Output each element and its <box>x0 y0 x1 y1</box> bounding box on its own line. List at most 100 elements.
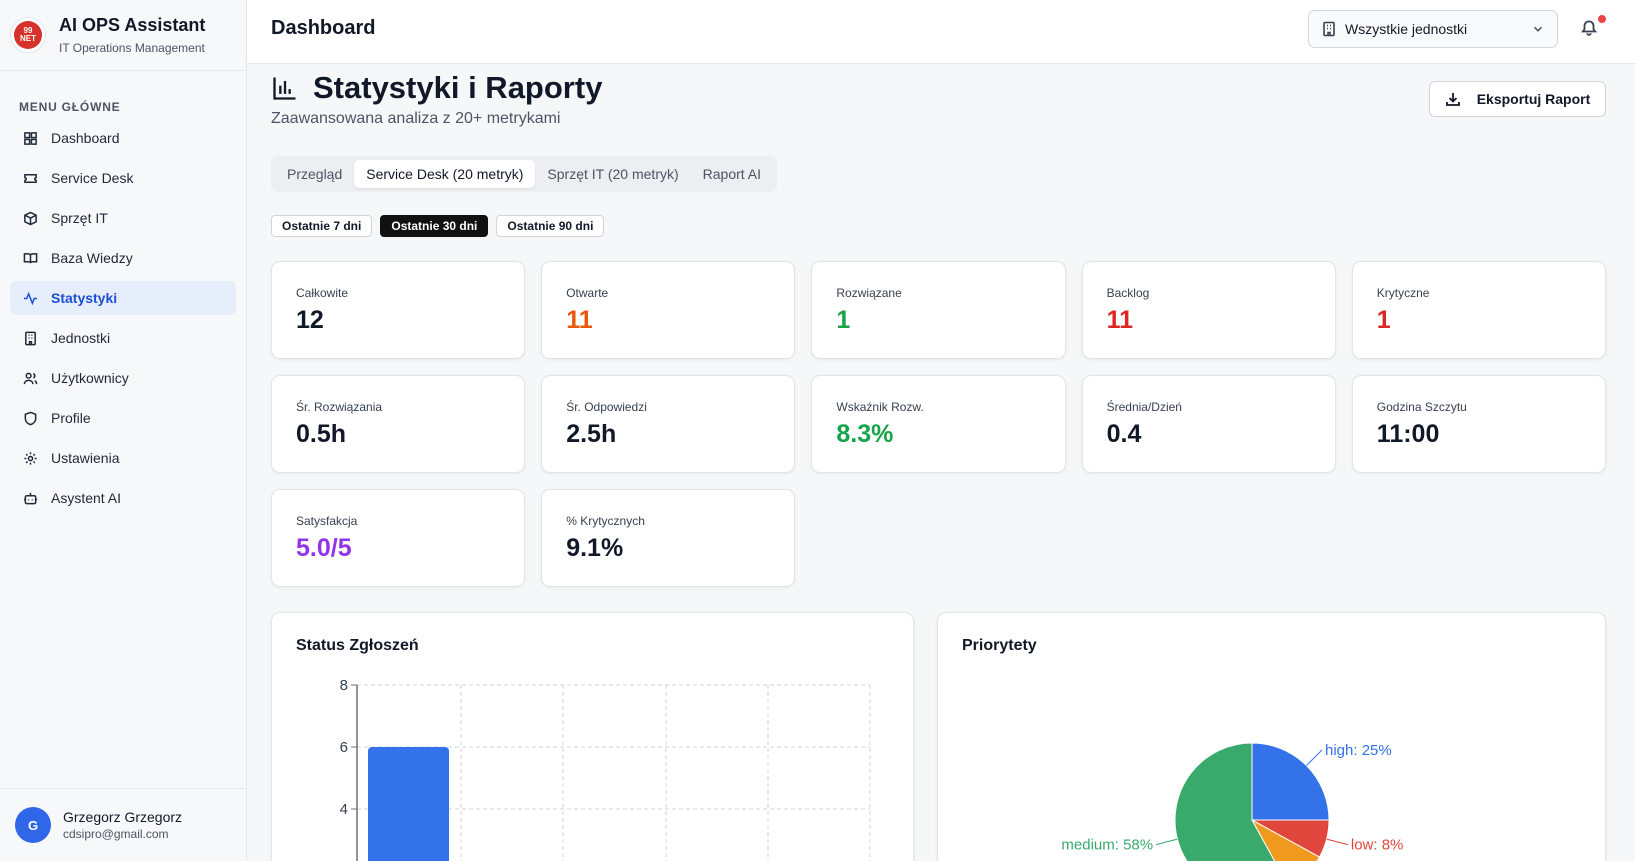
metric-value: 9.1% <box>566 534 624 562</box>
unit-select-value: Wszystkie jednostki <box>1345 21 1468 37</box>
unit-select[interactable]: Wszystkie jednostki <box>1308 10 1558 48</box>
sidebar-item-statystyki[interactable]: Statystyki <box>10 281 236 315</box>
metric-value: 2.5h <box>566 420 617 448</box>
range-90-days[interactable]: Ostatnie 90 dni <box>496 215 605 237</box>
ticket-icon <box>24 173 37 183</box>
sidebar: 99 NET AI OPS Assistant IT Operations Man… <box>0 0 247 861</box>
status-chart-panel: Status Zgłoszeń 8 6 4 <box>271 612 914 861</box>
metric-value: 5.0/5 <box>296 534 352 562</box>
sidebar-item-uzytkownicy[interactable]: Użytkownicy <box>10 361 236 395</box>
sidebar-item-label: Service Desk <box>51 170 134 186</box>
gear-icon <box>24 451 37 465</box>
metric-card: Średnia/Dzień 0.4 <box>1081 375 1336 473</box>
metric-card: Godzina Szczytu 11:00 <box>1351 375 1606 473</box>
metric-card: Całkowite 12 <box>271 261 526 359</box>
sidebar-item-ustawienia[interactable]: Ustawienia <box>10 441 236 475</box>
metric-card: Śr. Odpowiedzi 2.5h <box>541 375 796 473</box>
box-icon <box>24 211 37 225</box>
notifications-button[interactable] <box>1580 15 1606 38</box>
metrics-grid: Całkowite 12 Otwarte 11 Rozwiązane 1 Backlo… <box>271 261 1606 587</box>
metric-label: Średnia/Dzień <box>1106 400 1182 414</box>
tab-raport-ai[interactable]: Raport AI <box>702 166 762 182</box>
metric-label: Wskaźnik Rozw. <box>836 400 924 414</box>
sidebar-item-service-desk[interactable]: Service Desk <box>10 161 236 195</box>
export-report-label: Eksportuj Raport <box>1476 91 1591 107</box>
book-icon <box>23 252 38 263</box>
pie-slice[interactable] <box>1174 742 1289 861</box>
metric-card: % Krytycznych 9.1% <box>541 489 796 587</box>
brand: 99 NET AI OPS Assistant IT Operations Man… <box>0 0 246 71</box>
tab-service-desk[interactable]: Service Desk (20 metryk) <box>354 160 536 188</box>
sidebar-item-label: Dashboard <box>51 130 120 146</box>
metric-value: 11 <box>1106 306 1134 334</box>
brand-subtitle: IT Operations Management <box>59 41 205 55</box>
logo-mark: 99 NET <box>14 21 42 49</box>
sidebar-item-label: Sprzęt IT <box>51 210 108 226</box>
metric-card: Otwarte 11 <box>541 261 796 359</box>
pie-label: low: 8% <box>1351 837 1404 854</box>
main-content: Statystyki i Raporty Zaawansowana analiz… <box>247 64 1621 861</box>
logo[interactable]: 99 NET <box>10 17 46 53</box>
range-7-days[interactable]: Ostatnie 7 dni <box>271 215 373 237</box>
stats-tabs: Przegląd Service Desk (20 metryk) Sprzęt… <box>271 156 778 192</box>
sidebar-item-jednostki[interactable]: Jednostki <box>10 321 236 355</box>
download-icon <box>1445 93 1460 106</box>
metric-value: 1 <box>1376 306 1391 334</box>
metric-card: Backlog 11 <box>1081 261 1336 359</box>
pie-slice[interactable] <box>1251 742 1330 821</box>
export-report-button[interactable]: Eksportuj Raport <box>1429 81 1606 117</box>
sidebar-item-label: Asystent AI <box>51 490 122 506</box>
metric-label: Otwarte <box>566 286 609 300</box>
user-profile[interactable]: G Grzegorz Grzegorz cdsipro@gmail.com <box>0 788 246 861</box>
pie-label-leader <box>1326 838 1349 846</box>
grid-icon <box>24 131 37 145</box>
tab-przeglad[interactable]: Przegląd <box>287 166 343 182</box>
menu-heading: MENU GŁÓWNE <box>19 100 121 114</box>
sidebar-item-baza-wiedzy[interactable]: Baza Wiedzy <box>10 241 236 275</box>
metric-value: 12 <box>296 306 324 334</box>
priority-pie-chart: high: 25% low: 8% medium: 58% <box>1061 742 1404 861</box>
bar[interactable] <box>368 747 449 861</box>
metric-card: Krytyczne 1 <box>1351 261 1606 359</box>
user-email: cdsipro@gmail.com <box>63 827 169 841</box>
sidebar-item-label: Ustawienia <box>51 450 120 466</box>
sidebar-item-dashboard[interactable]: Dashboard <box>10 121 236 155</box>
priority-chart-title: Priorytety <box>962 637 1037 654</box>
metric-label: Rozwiązane <box>836 286 902 300</box>
users-icon <box>23 372 38 384</box>
sidebar-item-profile[interactable]: Profile <box>10 401 236 435</box>
metric-card: Satysfakcja 5.0/5 <box>271 489 526 587</box>
metric-value: 1 <box>836 306 851 334</box>
range-30-days[interactable]: Ostatnie 30 dni <box>380 215 489 237</box>
sidebar-item-label: Użytkownicy <box>51 370 129 386</box>
metric-label: Backlog <box>1106 286 1150 300</box>
sidebar-item-label: Statystyki <box>51 290 118 306</box>
pie-label: medium: 58% <box>1061 837 1153 854</box>
sidebar-nav: Dashboard Service Desk Sprzęt IT Baza Wi… <box>0 121 246 515</box>
sidebar-item-sprzet-it[interactable]: Sprzęt IT <box>10 201 236 235</box>
user-name: Grzegorz Grzegorz <box>63 809 183 825</box>
y-tick-label: 4 <box>340 801 348 818</box>
avatar: G <box>15 807 51 843</box>
status-chart-title: Status Zgłoszeń <box>296 637 419 654</box>
pie-label-leader <box>1306 749 1323 766</box>
metric-card: Rozwiązane 1 <box>811 261 1066 359</box>
metric-card: Śr. Rozwiązania 0.5h <box>271 375 526 473</box>
bar-chart-icon <box>273 77 296 100</box>
pie-slice[interactable] <box>1250 818 1321 861</box>
metric-label: Satysfakcja <box>296 514 358 528</box>
metric-value: 0.5h <box>296 420 347 448</box>
metric-label: Krytyczne <box>1376 286 1430 300</box>
metric-value: 11 <box>566 306 593 334</box>
activity-icon <box>23 291 38 305</box>
page-title: Statystyki i Raporty <box>313 70 603 105</box>
tab-sprzet-it[interactable]: Sprzęt IT (20 metryk) <box>547 166 679 182</box>
page-subtitle: Zaawansowana analiza z 20+ metrykami <box>271 110 561 127</box>
sidebar-item-asystent-ai[interactable]: Asystent AI <box>10 481 236 515</box>
shield-icon <box>24 411 37 425</box>
metric-card: Wskaźnik Rozw. 8.3% <box>811 375 1066 473</box>
sidebar-item-label: Baza Wiedzy <box>51 250 133 266</box>
header-title: Dashboard <box>271 17 376 39</box>
bot-icon <box>23 492 38 504</box>
pie-label-leader <box>1155 838 1178 846</box>
